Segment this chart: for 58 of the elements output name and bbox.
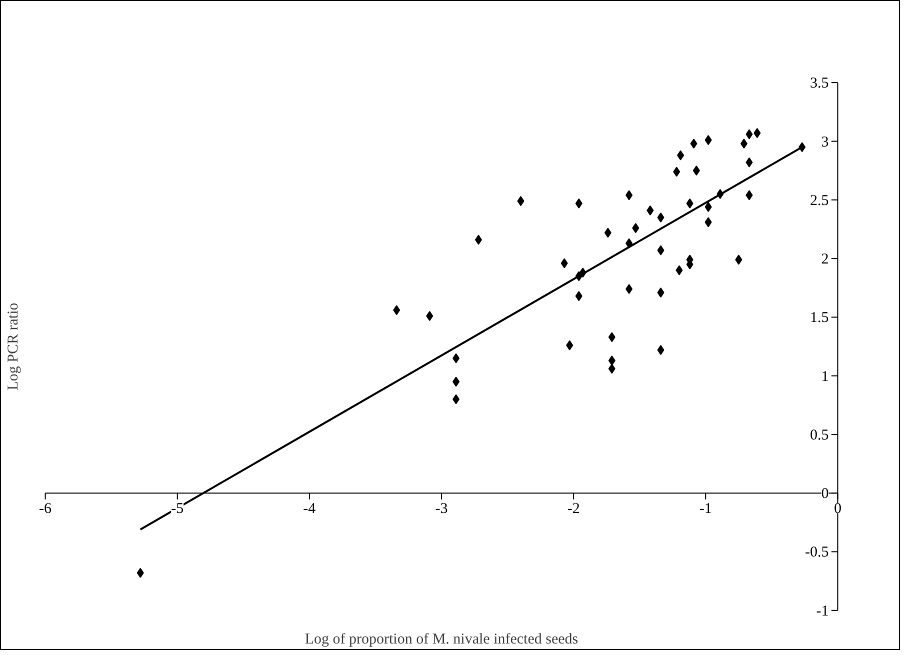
point — [676, 265, 683, 276]
y-tick-label: -0.5 — [804, 544, 829, 561]
point — [692, 166, 700, 176]
y-tick-label: 3 — [821, 134, 829, 150]
point — [452, 353, 460, 364]
point — [704, 202, 712, 212]
point — [657, 345, 664, 356]
point — [704, 217, 712, 228]
point — [657, 212, 664, 222]
point — [740, 138, 748, 149]
y-tick-label: -1 — [816, 603, 829, 620]
point — [452, 394, 460, 404]
y-tick-label: 1 — [821, 368, 829, 385]
x-tick-label: -1 — [699, 501, 712, 518]
point — [608, 356, 616, 366]
point — [575, 291, 582, 302]
x-axis-title: Log of proportion of M. nivale infected seeds — [304, 632, 578, 648]
point — [657, 288, 664, 298]
point — [474, 234, 482, 245]
point — [735, 254, 742, 265]
point — [426, 311, 434, 322]
point — [393, 305, 400, 316]
point — [566, 340, 574, 350]
point — [608, 364, 616, 374]
point — [632, 223, 640, 234]
point — [626, 284, 633, 294]
y-tick-label: 1.5 — [810, 310, 829, 326]
point — [673, 166, 680, 177]
y-tick-label: 2 — [821, 252, 829, 268]
x-tick-label: -5 — [171, 501, 184, 518]
x-tick-label: -2 — [567, 501, 580, 518]
point — [136, 568, 144, 578]
point — [686, 198, 694, 208]
y-tick-label: 2.5 — [810, 192, 829, 209]
point — [575, 198, 582, 208]
point — [677, 150, 684, 160]
y-tick-label: 0.5 — [810, 427, 829, 444]
x-tick-label: -3 — [435, 501, 448, 518]
point — [604, 228, 612, 238]
point — [626, 190, 633, 200]
y-tick-label: 3.5 — [810, 76, 829, 92]
x-tick-label: 0 — [834, 501, 842, 518]
point — [704, 135, 712, 146]
point — [690, 138, 698, 149]
point — [746, 157, 753, 168]
point — [517, 196, 524, 206]
y-axis-title: Log PCR ratio — [6, 302, 22, 390]
point — [560, 258, 568, 268]
point — [754, 128, 761, 138]
point — [746, 190, 753, 200]
point — [657, 245, 664, 256]
point — [646, 205, 654, 216]
point — [746, 129, 753, 140]
x-tick-label: -6 — [39, 501, 52, 518]
y-tick-label: 0 — [821, 486, 829, 502]
point — [608, 332, 616, 342]
point — [452, 376, 460, 387]
x-tick-label: -4 — [303, 501, 316, 518]
